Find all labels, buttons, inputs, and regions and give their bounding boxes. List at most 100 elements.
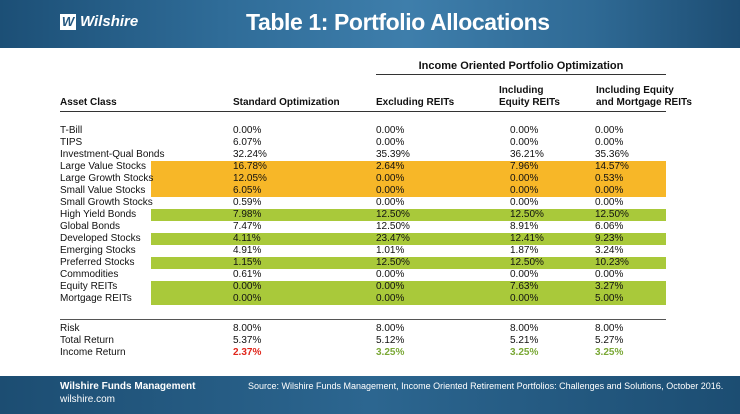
table-row: Large Value Stocks 16.78% 2.64% 7.96% 14.57% [60,161,666,173]
cell-equity: 1.87% [510,245,539,256]
summary-cell-standard: 8.00% [233,323,262,334]
asset-class-label: Large Value Stocks [60,161,146,172]
cell-excl: 12.50% [376,209,410,220]
table-row: Small Value Stocks 6.05% 0.00% 0.00% 0.00% [60,185,666,197]
col-header-asset-class: Asset Class [60,97,117,108]
cell-standard: 6.05% [233,185,262,196]
cell-excl: 0.00% [376,197,405,208]
cell-equity-mortgage: 0.00% [595,125,624,136]
cell-equity-mortgage: 0.00% [595,197,624,208]
row-highlight-orange [151,185,666,197]
summary-cell-excl: 8.00% [376,323,405,334]
row-highlight-green [151,293,666,305]
asset-class-label: Investment-Qual Bonds [60,149,165,160]
cell-equity-mortgage: 5.00% [595,293,624,304]
footer-bar: Wilshire Funds Management wilshire.com S… [0,376,740,414]
col-header-standard: Standard Optimization [233,97,340,108]
cell-equity-mortgage: 0.53% [595,173,624,184]
footer-org: Wilshire Funds Management [60,381,196,392]
cell-standard: 16.78% [233,161,267,172]
cell-equity: 36.21% [510,149,544,160]
asset-class-label: Equity REITs [60,281,118,292]
cell-standard: 32.24% [233,149,267,160]
summary-cell-equity: 3.25% [510,347,539,358]
cell-excl: 1.01% [376,245,405,256]
table-row: Small Growth Stocks 0.59% 0.00% 0.00% 0.00% [60,197,666,209]
cell-equity: 7.96% [510,161,539,172]
cell-excl: 12.50% [376,221,410,232]
table-row: Equity REITs 0.00% 0.00% 7.63% 3.27% [60,281,666,293]
summary-divider [60,319,666,320]
table-row: Mortgage REITs 0.00% 0.00% 0.00% 5.00% [60,293,666,305]
page-title: Table 1: Portfolio Allocations [246,9,550,35]
cell-standard: 4.11% [233,233,261,244]
cell-equity-mortgage: 35.36% [595,149,629,160]
cell-equity-mortgage: 3.24% [595,245,624,256]
asset-class-label: High Yield Bonds [60,209,137,220]
cell-excl: 23.47% [376,233,410,244]
cell-equity-mortgage: 0.00% [595,137,624,148]
summary-cell-equity: 5.21% [510,335,539,346]
cell-excl: 0.00% [376,269,405,280]
cell-excl: 0.00% [376,281,405,292]
cell-standard: 7.47% [233,221,262,232]
group-divider [376,74,666,75]
cell-standard: 0.00% [233,281,262,292]
cell-excl: 35.39% [376,149,410,160]
cell-standard: 1.15% [233,257,262,268]
table-row: Developed Stocks 4.11% 23.47% 12.41% 9.23% [60,233,666,245]
cell-equity-mortgage: 12.50% [595,209,629,220]
table-row: Investment-Qual Bonds 32.24% 35.39% 36.21% 3… [60,149,666,161]
logo-text: Wilshire [80,13,139,30]
row-highlight-green [151,233,666,245]
summary-row: Risk 8.00% 8.00% 8.00% 8.00% [60,323,666,335]
cell-equity: 0.00% [510,185,539,196]
footer-site-link[interactable]: wilshire.com [60,394,116,405]
summary-cell-equity: 8.00% [510,323,539,334]
asset-class-label: Developed Stocks [60,233,141,244]
asset-class-label: TIPS [60,137,83,148]
summary-row: Income Return 2.37% 3.25% 3.25% 3.25% [60,347,666,359]
asset-class-label: Commodities [60,269,119,280]
table-row: Commodities 0.61% 0.00% 0.00% 0.00% [60,269,666,281]
cell-standard: 0.00% [233,293,262,304]
asset-class-label: T-Bill [60,125,83,136]
cell-equity-mortgage: 3.27% [595,281,624,292]
table-row: Preferred Stocks 1.15% 12.50% 12.50% 10.23% [60,257,666,269]
row-highlight-orange [151,173,666,185]
header-bar: W Wilshire Table 1: Portfolio Allocation… [0,0,740,48]
logo-mark-icon: W [60,13,76,30]
table-row: T-Bill 0.00% 0.00% 0.00% 0.00% [60,125,666,137]
cell-standard: 12.05% [233,173,267,184]
cell-equity-mortgage: 10.23% [595,257,629,268]
asset-class-label: Emerging Stocks [60,245,136,256]
footer-source: Source: Wilshire Funds Management, Incom… [248,381,724,391]
cell-equity: 0.00% [510,125,539,136]
asset-class-label: Small Growth Stocks [60,197,153,208]
cell-equity: 8.91% [510,221,539,232]
cell-equity: 12.50% [510,209,544,220]
cell-standard: 0.59% [233,197,262,208]
asset-class-label: Small Value Stocks [60,185,146,196]
cell-equity-mortgage: 6.06% [595,221,624,232]
cell-equity: 0.00% [510,173,539,184]
cell-excl: 0.00% [376,137,405,148]
summary-label: Income Return [60,347,126,358]
cell-excl: 12.50% [376,257,410,268]
cell-excl: 0.00% [376,173,405,184]
cell-equity: 0.00% [510,197,539,208]
cell-standard: 7.98% [233,209,262,220]
row-highlight-green [151,209,666,221]
summary-label: Risk [60,323,80,334]
header-divider [60,111,666,112]
table-row: Large Growth Stocks 12.05% 0.00% 0.00% 0.53% [60,173,666,185]
table-row: Global Bonds 7.47% 12.50% 8.91% 6.06% [60,221,666,233]
table-row: TIPS 6.07% 0.00% 0.00% 0.00% [60,137,666,149]
summary-label: Total Return [60,335,114,346]
cell-excl: 0.00% [376,125,405,136]
cell-standard: 6.07% [233,137,262,148]
cell-standard: 0.61% [233,269,262,280]
cell-standard: 0.00% [233,125,262,136]
cell-equity: 7.63% [510,281,539,292]
